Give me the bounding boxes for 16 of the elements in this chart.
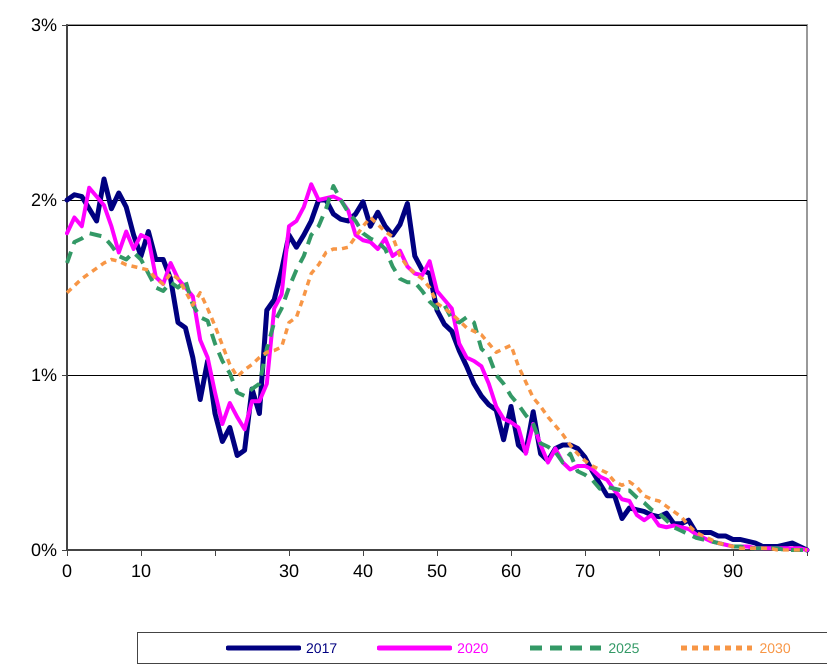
y-tick-label: 2% bbox=[30, 190, 57, 210]
y-tick-label: 0% bbox=[30, 540, 57, 560]
x-tick-label: 50 bbox=[426, 561, 448, 581]
x-tick-label: 90 bbox=[722, 561, 744, 581]
text: 2030 bbox=[759, 640, 791, 656]
y-tick-label: 1% bbox=[30, 365, 57, 385]
x-tick-label: 70 bbox=[574, 561, 596, 581]
x-tick-label: 30 bbox=[278, 561, 300, 581]
y-tick-label: 3% bbox=[30, 15, 57, 35]
text: 2017 bbox=[306, 640, 338, 656]
text: 2025 bbox=[608, 640, 640, 656]
text: 2020 bbox=[457, 640, 488, 656]
x-tick-label: 0 bbox=[62, 561, 72, 581]
x-tick-label: 40 bbox=[352, 561, 374, 581]
x-tick-label: 60 bbox=[500, 561, 522, 581]
x-tick-label: 10 bbox=[130, 561, 152, 581]
